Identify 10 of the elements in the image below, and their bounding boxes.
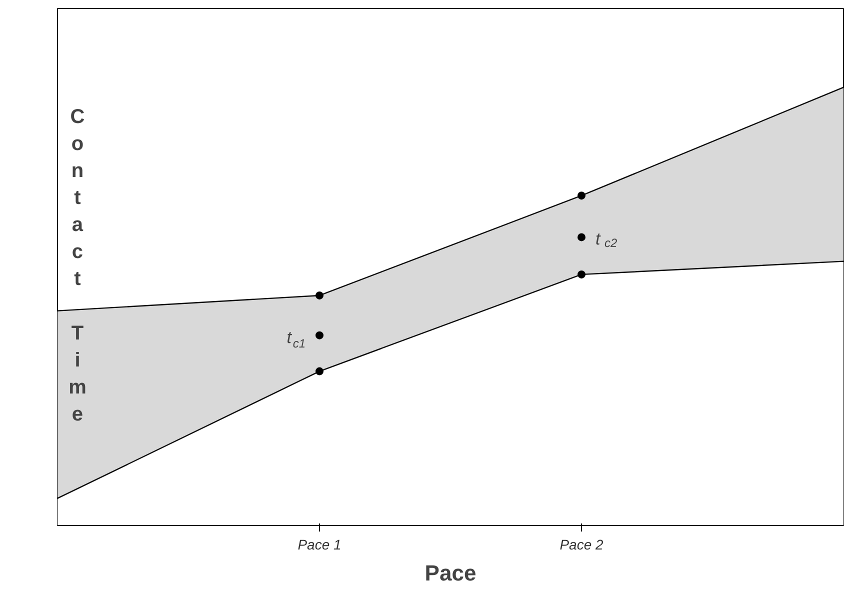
point bbox=[316, 291, 324, 300]
point bbox=[578, 270, 586, 278]
x-tick-label: Pace 2 bbox=[560, 536, 604, 552]
point bbox=[316, 367, 324, 376]
text: Contact Time bbox=[68, 106, 86, 426]
point bbox=[578, 233, 586, 242]
point bbox=[316, 331, 324, 340]
x-axis-title: Pace bbox=[424, 560, 476, 586]
x-tick-label: Pace 1 bbox=[298, 536, 342, 552]
point bbox=[578, 192, 586, 200]
